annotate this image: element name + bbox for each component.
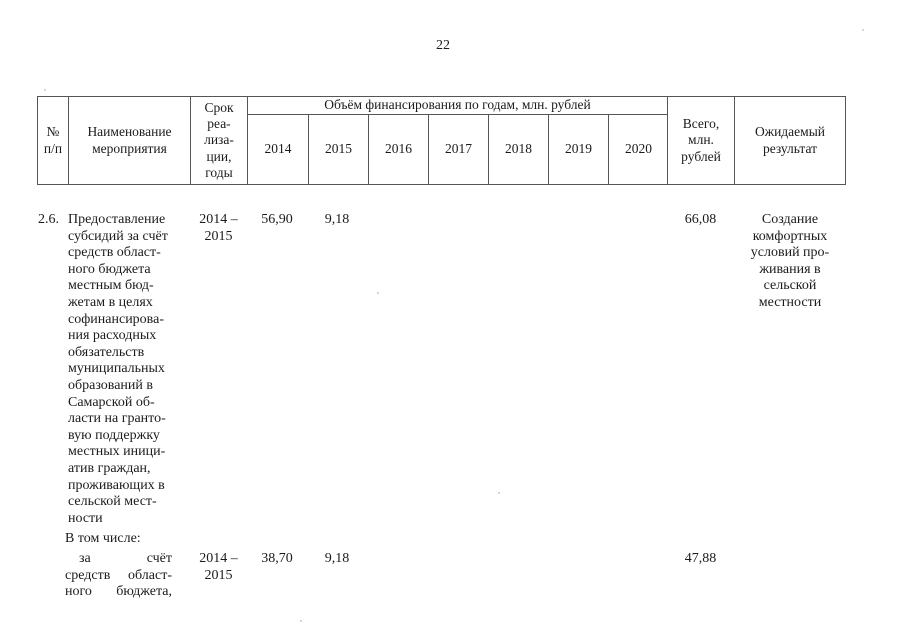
scan-speckle	[498, 492, 500, 494]
header-financing-title: Объём финансирования по годам, млн. рубл…	[248, 97, 667, 115]
scan-speckle	[377, 292, 379, 294]
scan-speckle	[300, 620, 302, 622]
row-sub-name-word: област-	[128, 567, 172, 583]
scan-speckle	[862, 29, 864, 31]
row-main-expected-result: Создание комфортных условий про- живания…	[750, 212, 830, 310]
header-col-number: № п/п	[43, 124, 63, 156]
header-col-year-2014: 2014	[264, 141, 292, 157]
row-sub-name-line1: за счёт	[65, 551, 172, 568]
row-main-value-2015: 9,18	[324, 212, 350, 227]
table-header: № п/п Наименование мероприятия Срок реа-…	[37, 96, 846, 185]
row-sub-name-word: средств	[65, 567, 111, 583]
row-sub-name-line2: средств област-	[65, 568, 172, 585]
header-col-year-2019: 2019	[548, 115, 608, 184]
row-sub-value-2014: 38,70	[261, 551, 293, 566]
header-col-year-2015: 2015	[308, 115, 368, 184]
page-number: 22	[436, 38, 450, 53]
header-col-expected-result: Ожидаемый результат	[734, 97, 845, 184]
header-col-activity-name: Наименование мероприятия	[68, 97, 190, 184]
row-main-number: 2.6.	[38, 212, 59, 227]
row-main-value-2014: 56,90	[261, 212, 293, 227]
row-sub-name-word: бюджета,	[116, 584, 172, 600]
row-main-term: 2014 – 2015	[199, 212, 238, 244]
row-sub-name-word: счёт	[146, 551, 172, 566]
row-sub-total: 47,88	[684, 551, 717, 566]
row-sub-name-line3: ного бюджета,	[65, 584, 172, 601]
header-col-implementation-term: Срок реа- лиза- ции, годы	[190, 97, 247, 184]
header-col-year-2016: 2016	[368, 115, 428, 184]
header-financing-group: Объём финансирования по годам, млн. рубл…	[247, 97, 667, 184]
header-col-total: Всего, млн. рублей	[667, 97, 734, 184]
row-sub-activity-name: за счёт средств област- ного бюджета,	[65, 551, 172, 601]
header-col-year-2020: 2020	[608, 115, 668, 184]
row-main-total: 66,08	[684, 212, 717, 227]
row-sub-name-word: ного	[65, 584, 92, 600]
row-sub-intro: В том числе:	[65, 531, 141, 546]
header-years-row: 2014 2015 2016 2017 2018 2019 2020	[248, 115, 667, 184]
scan-speckle	[44, 89, 46, 91]
header-col-year-2018: 2018	[488, 115, 548, 184]
header-col-year-2017: 2017	[428, 115, 488, 184]
row-sub-name-word: за	[79, 551, 91, 566]
row-main-activity-name: Предоставление субсидий за счёт средств …	[68, 212, 168, 526]
row-sub-value-2015: 9,18	[324, 551, 350, 566]
row-sub-term: 2014 – 2015	[199, 551, 238, 583]
